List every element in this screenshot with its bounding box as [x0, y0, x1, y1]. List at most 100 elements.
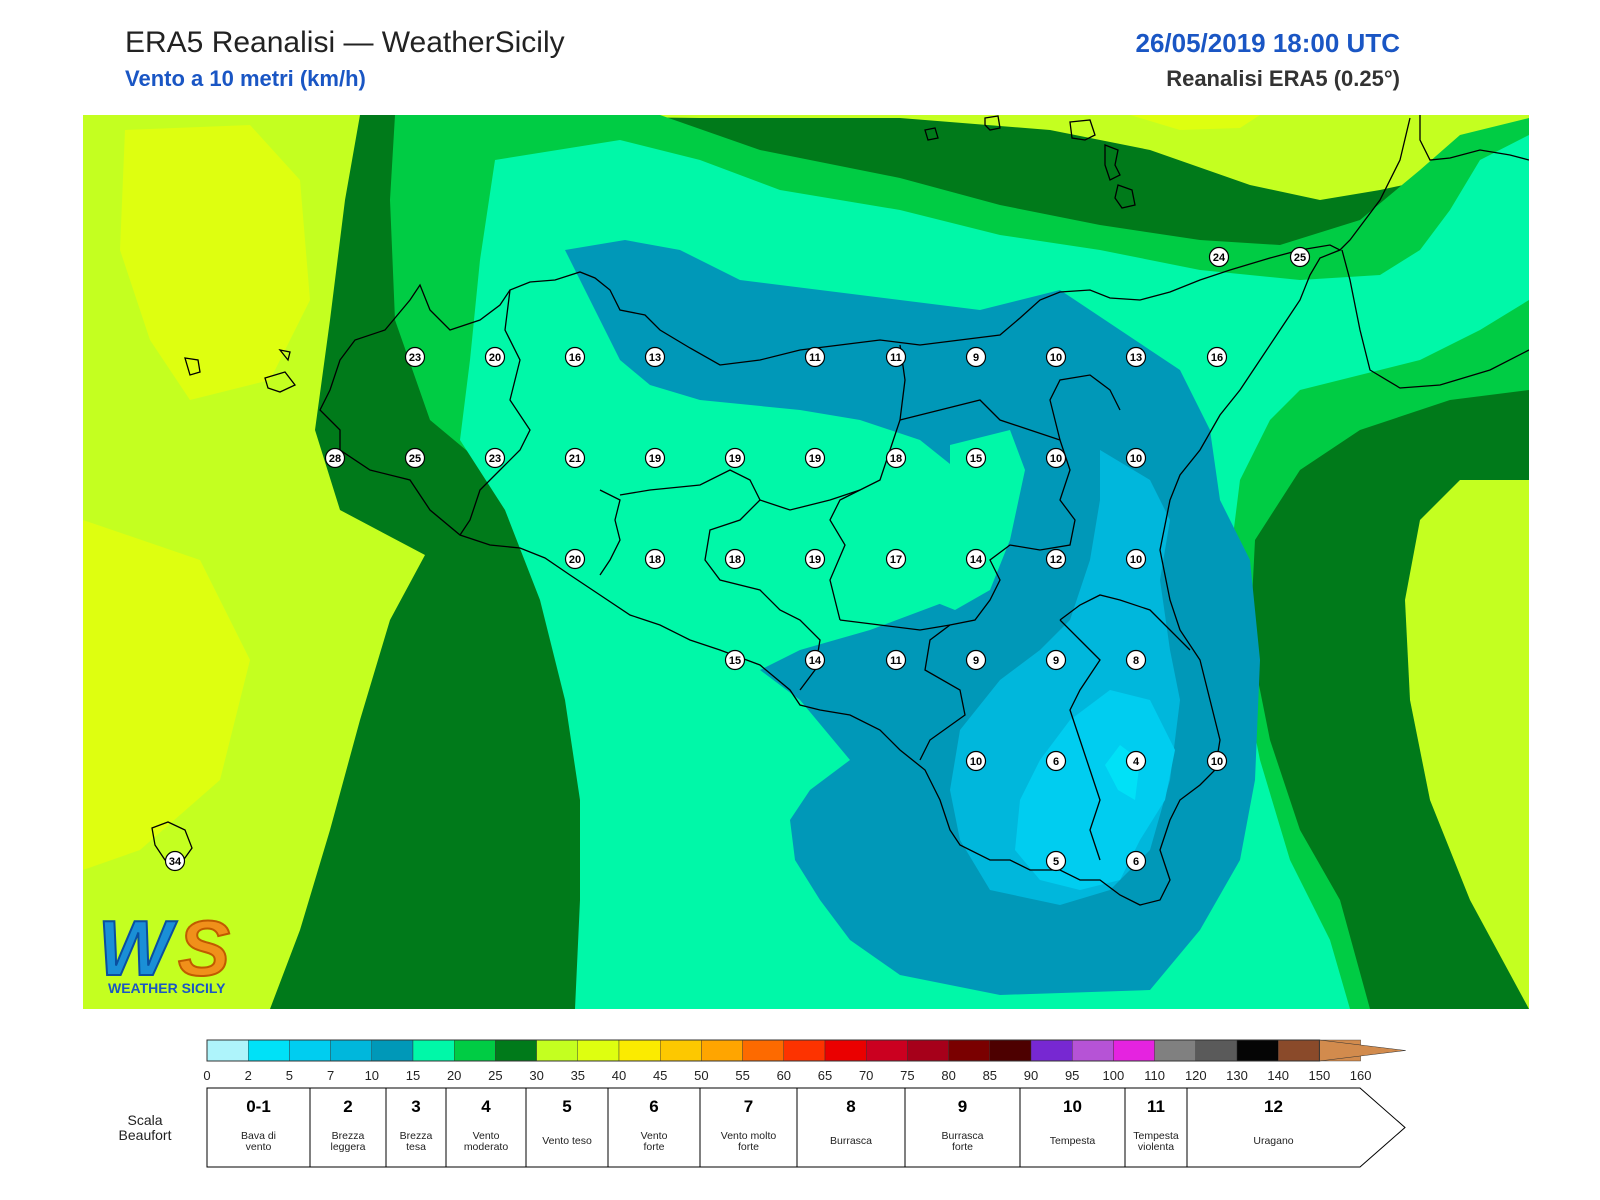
- station-marker: 28: [324, 447, 346, 469]
- beaufort-class: 5 Vento teso: [525, 1087, 609, 1168]
- colorbar-swatch: [412, 1039, 455, 1062]
- colorbar-swatch: [1236, 1039, 1279, 1062]
- beaufort-desc: Tempesta: [1133, 1130, 1179, 1142]
- colorbar-tick: 30: [529, 1068, 543, 1083]
- station-marker: 15: [724, 649, 746, 671]
- colorbar-tick: 140: [1267, 1068, 1289, 1083]
- station-value: 8: [1133, 655, 1139, 667]
- colorbar-swatch: [1195, 1039, 1238, 1062]
- colorbar-swatch: [206, 1039, 249, 1062]
- colorbar-swatch: [866, 1039, 908, 1062]
- colorbar-swatch: [577, 1039, 620, 1062]
- station-value: 10: [1050, 453, 1062, 465]
- station-value: 10: [1211, 756, 1223, 768]
- colorbar-tick: 90: [1024, 1068, 1038, 1083]
- station-value: 18: [649, 554, 661, 566]
- colorbar-swatch: [495, 1039, 537, 1062]
- valid-datetime: 26/05/2019 18:00 UTC: [1135, 28, 1400, 58]
- colorbar-swatch: [1154, 1039, 1196, 1062]
- station-value: 20: [489, 352, 501, 364]
- colorbar-tick: 0: [203, 1068, 210, 1083]
- colorbar-tick: 35: [571, 1068, 585, 1083]
- station-value: 17: [890, 554, 902, 566]
- beaufort-desc: moderato: [464, 1141, 509, 1153]
- station-values: 24 25 23 20 16 13 11 11 9 10 13 16 28 25 23 21 19 19 19 18 1…: [164, 246, 1311, 872]
- station-marker: 10: [1045, 346, 1067, 368]
- station-value: 25: [409, 453, 421, 465]
- station-value: 19: [809, 554, 821, 566]
- colorbar-swatch: [907, 1039, 949, 1062]
- station-value: 12: [1050, 554, 1062, 566]
- beaufort-desc: Tempesta: [1050, 1135, 1096, 1147]
- colorbar-tick: 80: [941, 1068, 955, 1083]
- station-value: 19: [809, 453, 821, 465]
- colorbar-tick: 5: [286, 1068, 293, 1083]
- logo-text: WEATHER SICILY: [108, 980, 226, 996]
- beaufort-desc: Uragano: [1253, 1135, 1293, 1147]
- beaufort-class: 8 Burrasca: [796, 1087, 906, 1168]
- colorbar-swatch: [824, 1039, 867, 1062]
- station-marker: 9: [965, 649, 987, 671]
- map-subtitle: Vento a 10 metri (km/h): [125, 66, 366, 91]
- station-value: 15: [729, 655, 741, 667]
- beaufort-number: 10: [1063, 1097, 1082, 1116]
- colorbar-swatch: [618, 1039, 661, 1062]
- station-value: 16: [1211, 352, 1223, 364]
- station-value: 20: [569, 554, 581, 566]
- station-marker: 16: [1206, 346, 1228, 368]
- beaufort-desc: tesa: [406, 1141, 426, 1153]
- beaufort-desc: Bava di: [241, 1130, 276, 1142]
- beaufort-label: Scala Beaufort: [118, 1112, 172, 1143]
- station-marker: 16: [564, 346, 586, 368]
- colorbar-tick: 110: [1144, 1068, 1165, 1083]
- station-marker: 10: [1125, 447, 1147, 469]
- colorbar-tick: 150: [1309, 1068, 1331, 1083]
- station-value: 11: [890, 655, 902, 667]
- beaufort-desc: leggera: [330, 1141, 365, 1153]
- colorbar-tick: 55: [735, 1068, 749, 1083]
- station-marker: 4: [1125, 750, 1147, 772]
- beaufort-number: 11: [1147, 1097, 1165, 1116]
- beaufort-number: 3: [411, 1097, 420, 1116]
- station-value: 16: [569, 352, 581, 364]
- beaufort-number: 2: [343, 1097, 352, 1116]
- station-marker: 25: [1289, 246, 1311, 268]
- beaufort-desc: Vento: [641, 1130, 668, 1142]
- map-title: ERA5 Reanalisi — WeatherSicily: [125, 26, 565, 59]
- weathersicily-logo: W S WEATHER SICILY: [97, 903, 231, 996]
- beaufort-desc: Brezza: [400, 1130, 433, 1142]
- station-value: 25: [1294, 252, 1306, 264]
- colorbar-swatch: [742, 1039, 784, 1062]
- station-marker: 5: [1045, 850, 1067, 872]
- colorbar-arrow: [1319, 1039, 1406, 1062]
- beaufort-number: 12: [1264, 1097, 1283, 1116]
- station-marker: 21: [564, 447, 586, 469]
- beaufort-number: 0-1: [246, 1097, 271, 1116]
- colorbar-tick: 130: [1226, 1068, 1248, 1083]
- svg-text:S: S: [178, 904, 230, 992]
- station-marker: 24: [1208, 246, 1230, 268]
- station-value: 14: [809, 655, 822, 667]
- station-value: 10: [970, 756, 982, 768]
- beaufort-desc: Burrasca: [941, 1130, 983, 1142]
- station-marker: 11: [885, 346, 907, 368]
- station-marker: 14: [965, 548, 987, 570]
- colorbar-swatch: [454, 1039, 496, 1062]
- station-marker: 14: [804, 649, 826, 671]
- station-marker: 25: [404, 447, 426, 469]
- station-value: 6: [1053, 756, 1059, 768]
- station-marker: 19: [804, 548, 826, 570]
- station-marker: 17: [885, 548, 907, 570]
- colorbar-tick: 50: [694, 1068, 708, 1083]
- colorbar-swatch: [371, 1039, 414, 1062]
- colorbar-swatch: [783, 1039, 826, 1062]
- model-label: Reanalisi ERA5 (0.25°): [1166, 66, 1400, 91]
- station-value: 15: [970, 453, 982, 465]
- station-value: 18: [729, 554, 741, 566]
